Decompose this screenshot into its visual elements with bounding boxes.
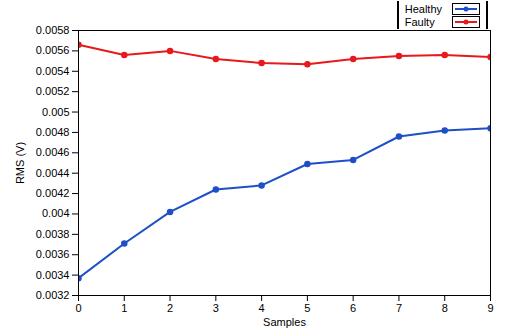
svg-text:RMS (V): RMS (V) <box>14 142 26 184</box>
svg-text:0.0036: 0.0036 <box>36 248 70 260</box>
svg-text:0.0038: 0.0038 <box>36 228 70 240</box>
svg-text:0.005: 0.005 <box>42 106 70 118</box>
svg-text:0.0058: 0.0058 <box>36 24 70 36</box>
svg-text:0.0044: 0.0044 <box>36 167 70 179</box>
svg-text:3: 3 <box>213 302 219 314</box>
svg-text:0.0056: 0.0056 <box>36 44 70 56</box>
svg-text:0.004: 0.004 <box>42 207 70 219</box>
svg-text:0: 0 <box>75 302 81 314</box>
svg-text:2: 2 <box>167 302 173 314</box>
svg-text:9: 9 <box>487 302 493 314</box>
svg-text:8: 8 <box>442 302 448 314</box>
svg-text:1: 1 <box>121 302 127 314</box>
svg-text:7: 7 <box>396 302 402 314</box>
svg-text:0.0052: 0.0052 <box>36 85 70 97</box>
svg-text:4: 4 <box>259 302 265 314</box>
svg-text:5: 5 <box>304 302 310 314</box>
svg-text:0.0042: 0.0042 <box>36 187 70 199</box>
svg-text:Samples: Samples <box>263 316 306 328</box>
svg-text:0.0034: 0.0034 <box>36 269 70 281</box>
svg-text:6: 6 <box>350 302 356 314</box>
svg-text:0.0048: 0.0048 <box>36 126 70 138</box>
svg-text:0.0046: 0.0046 <box>36 146 70 158</box>
html-text:Faulty: Faulty <box>404 15 435 28</box>
html-text:Healthy: Healthy <box>404 2 442 15</box>
svg-text:0.0054: 0.0054 <box>36 65 70 77</box>
svg-text:0.0032: 0.0032 <box>36 289 70 301</box>
